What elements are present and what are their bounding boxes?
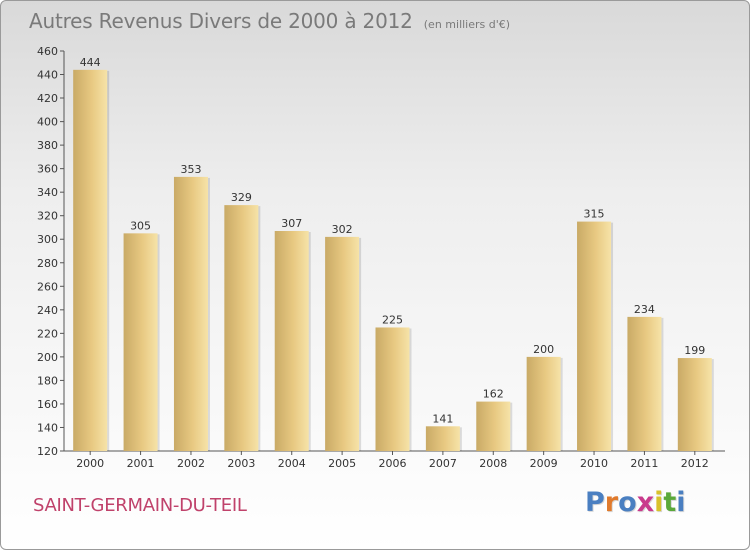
y-tick-label: 400 <box>37 116 58 129</box>
x-tick-label: 2000 <box>76 457 104 470</box>
bar <box>274 231 309 451</box>
y-tick-label: 360 <box>37 163 58 176</box>
logo-letter: x <box>636 487 655 518</box>
logo-letter: t <box>663 487 677 518</box>
data-label: 199 <box>684 344 705 357</box>
x-tick-label: 2006 <box>379 457 407 470</box>
x-tick-label: 2009 <box>530 457 558 470</box>
data-label: 200 <box>533 343 554 356</box>
data-label: 315 <box>584 208 605 221</box>
x-tick-label: 2005 <box>328 457 356 470</box>
x-tick-label: 2008 <box>479 457 507 470</box>
bar <box>476 401 511 451</box>
y-tick-label: 180 <box>37 374 58 387</box>
bar <box>224 205 259 451</box>
y-tick-label: 160 <box>37 398 58 411</box>
x-tick-label: 2002 <box>177 457 205 470</box>
x-tick-label: 2011 <box>630 457 658 470</box>
data-label: 444 <box>80 56 101 69</box>
chart-title: Autres Revenus Divers de 2000 à 2012 <box>29 9 413 33</box>
data-label: 329 <box>231 191 252 204</box>
title-row: Autres Revenus Divers de 2000 à 2012 (en… <box>29 9 510 33</box>
y-tick-label: 320 <box>37 210 58 223</box>
logo-letter: P <box>585 487 605 518</box>
bar <box>577 221 612 451</box>
data-label: 353 <box>180 163 201 176</box>
y-tick-label: 140 <box>37 421 58 434</box>
y-tick-label: 460 <box>37 45 58 58</box>
data-label: 234 <box>634 303 655 316</box>
data-label: 141 <box>432 412 453 425</box>
bar <box>677 358 712 451</box>
x-tick-label: 2004 <box>278 457 306 470</box>
data-label: 307 <box>281 217 302 230</box>
y-tick-label: 340 <box>37 186 58 199</box>
bar <box>375 327 410 451</box>
y-tick-label: 120 <box>37 445 58 458</box>
x-tick-label: 2003 <box>227 457 255 470</box>
bar <box>123 233 158 451</box>
y-tick-label: 420 <box>37 92 58 105</box>
y-tick-label: 240 <box>37 304 58 317</box>
bar <box>627 316 662 451</box>
x-tick-label: 2012 <box>681 457 709 470</box>
logo-letter: o <box>618 487 637 518</box>
x-tick-label: 2007 <box>429 457 457 470</box>
y-tick-label: 260 <box>37 280 58 293</box>
logo-letter: i <box>676 487 686 518</box>
y-tick-label: 440 <box>37 69 58 82</box>
data-label: 225 <box>382 313 403 326</box>
bar <box>526 356 561 451</box>
bar <box>73 69 108 451</box>
data-label: 305 <box>130 219 151 232</box>
commune-name: SAINT-GERMAIN-DU-TEIL <box>33 495 247 516</box>
y-tick-label: 200 <box>37 351 58 364</box>
x-tick-label: 2001 <box>127 457 155 470</box>
proxiti-logo: Proxiti <box>585 487 686 518</box>
y-tick-label: 220 <box>37 327 58 340</box>
y-tick-label: 300 <box>37 233 58 246</box>
x-tick-label: 2010 <box>580 457 608 470</box>
logo-letter: i <box>654 487 664 518</box>
logo-letter: r <box>604 487 619 518</box>
y-tick-label: 380 <box>37 139 58 152</box>
data-label: 302 <box>332 223 353 236</box>
bar <box>425 426 460 451</box>
bar <box>173 176 208 451</box>
chart-subtitle: (en milliers d'€) <box>423 18 511 31</box>
y-tick-label: 280 <box>37 257 58 270</box>
bar <box>325 236 360 451</box>
data-label: 162 <box>483 388 504 401</box>
